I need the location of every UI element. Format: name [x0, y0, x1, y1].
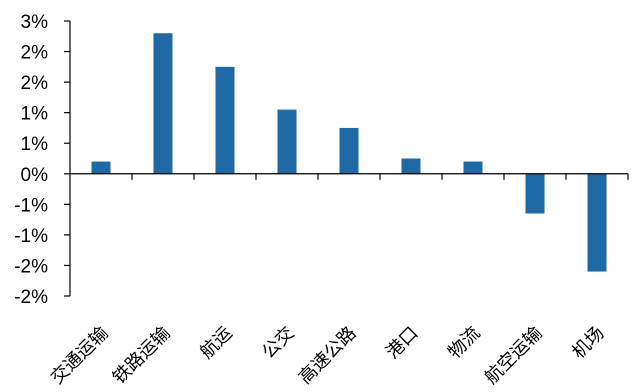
x-tick-label: 物流 — [444, 323, 484, 363]
y-tick-label: 0% — [21, 165, 49, 186]
bar — [525, 173, 545, 214]
y-tick-label: 3% — [21, 12, 49, 33]
x-axis — [70, 173, 629, 180]
x-tick-label: 机场 — [568, 323, 608, 363]
y-tick-label: -2% — [14, 256, 48, 277]
bar — [91, 161, 111, 174]
y-tick-label: 1% — [21, 104, 49, 125]
x-tick-label: 公交 — [258, 323, 298, 363]
y-tick-label: 2% — [21, 43, 49, 64]
x-tick-label: 铁路运输 — [109, 323, 175, 389]
x-tick-label: 航运 — [196, 323, 236, 363]
bar — [339, 127, 359, 174]
bar — [401, 158, 421, 174]
bars — [91, 33, 607, 272]
y-tick-label: -1% — [14, 195, 48, 216]
y-tick-label: 2% — [21, 73, 49, 94]
bar — [277, 109, 297, 174]
bar — [463, 161, 483, 174]
bar — [587, 173, 607, 272]
bar — [153, 33, 173, 174]
y-tick-label: 1% — [21, 134, 49, 155]
y-tick-label: -2% — [14, 287, 48, 308]
x-tick-label: 交通运输 — [47, 323, 113, 389]
y-axis-ticks: 3% 2% 2% 1% 1% 0% -1% -1% -2% -2% — [14, 12, 70, 308]
x-tick-label: 航空运输 — [481, 323, 547, 389]
bar — [215, 66, 235, 174]
y-tick-label: -1% — [14, 226, 48, 247]
x-tick-label: 港口 — [382, 323, 422, 363]
x-tick-label: 高速公路 — [295, 323, 361, 389]
